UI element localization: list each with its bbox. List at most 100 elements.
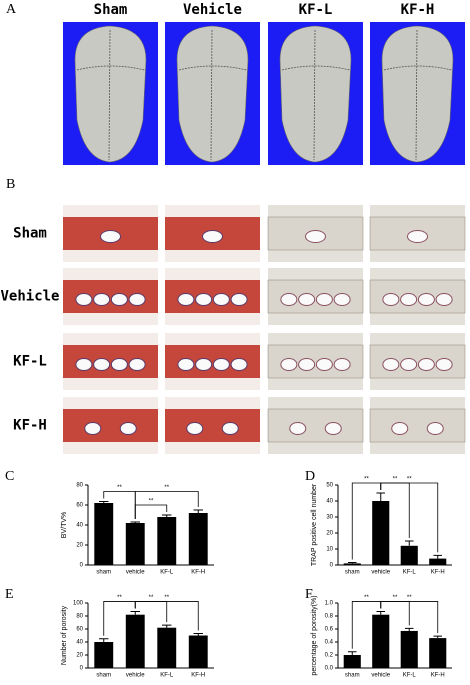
row-label: Sham xyxy=(13,226,47,242)
x-tick-label: KF-H xyxy=(431,570,445,576)
bar xyxy=(343,655,361,668)
cavity xyxy=(333,293,351,306)
panel-label: B xyxy=(6,177,15,192)
cavity xyxy=(100,230,121,243)
x-tick-label: KF-L xyxy=(160,673,174,679)
x-tick-label: KF-H xyxy=(191,570,205,576)
error-bar xyxy=(433,635,443,639)
cavity xyxy=(324,422,342,435)
error-bar xyxy=(99,638,109,642)
panel-label: C xyxy=(5,469,14,484)
x-tick-label: vehicle xyxy=(371,673,390,679)
x-tick-label: sham xyxy=(345,570,360,576)
significance-label: ** xyxy=(117,595,122,601)
y-axis-label: Number of porosity xyxy=(61,605,68,665)
significance-bracket xyxy=(134,601,199,631)
y-tick-label: 0.0 xyxy=(325,666,334,672)
cavity xyxy=(119,422,137,435)
x-tick-label: KF-L xyxy=(403,570,417,576)
bar xyxy=(94,503,114,565)
y-tick-label: 50 xyxy=(326,483,333,489)
significance-label: ** xyxy=(393,595,398,601)
bar xyxy=(188,513,208,565)
bar xyxy=(429,638,447,668)
error-bar xyxy=(162,514,172,517)
skull-image xyxy=(279,25,352,163)
cavity xyxy=(75,358,93,371)
error-bar xyxy=(347,561,357,564)
significance-label: ** xyxy=(164,595,169,601)
error-bar xyxy=(162,624,172,628)
error-bar xyxy=(130,610,140,615)
cavity xyxy=(417,293,435,306)
y-tick-label: 20 xyxy=(326,531,333,537)
x-tick-label: KF-H xyxy=(191,673,205,679)
bone-band xyxy=(165,409,260,442)
error-bar xyxy=(433,554,443,559)
significance-label: ** xyxy=(149,595,154,601)
cavity xyxy=(298,293,316,306)
significance-bracket xyxy=(380,601,439,634)
cavity xyxy=(298,358,316,371)
cavity xyxy=(84,422,102,435)
error-bar xyxy=(193,509,203,513)
bar xyxy=(372,614,390,668)
x-tick-label: vehicle xyxy=(126,673,145,679)
significance-bracket xyxy=(134,504,168,519)
cavity xyxy=(230,358,248,371)
y-tick-label: 0 xyxy=(330,563,334,569)
y-axis-label: percentage of porosity(%) xyxy=(311,595,318,675)
column-label: Sham xyxy=(94,2,128,18)
cavity xyxy=(75,293,93,306)
cavity xyxy=(333,358,351,371)
cavity xyxy=(221,422,239,435)
cavity xyxy=(407,230,428,243)
suture xyxy=(178,29,248,161)
cavity xyxy=(280,358,298,371)
row-label: KF-H xyxy=(13,418,47,434)
column-label: Vehicle xyxy=(183,2,242,18)
error-bar xyxy=(376,610,386,615)
cavity xyxy=(212,293,230,306)
y-tick-label: 20 xyxy=(76,653,83,659)
cavity xyxy=(426,422,444,435)
cavity xyxy=(315,293,333,306)
panel-label: D xyxy=(305,469,315,484)
significance-bracket xyxy=(134,491,199,519)
error-bar xyxy=(99,501,109,503)
significance-label: ** xyxy=(164,485,169,491)
y-tick-label: 30 xyxy=(326,515,333,521)
cavity xyxy=(195,358,213,371)
cavity xyxy=(435,293,453,306)
cavity xyxy=(128,358,146,371)
y-tick-label: 40 xyxy=(76,640,83,646)
significance-label: ** xyxy=(117,485,122,491)
cavity xyxy=(195,293,213,306)
y-tick-label: 0.8 xyxy=(325,614,334,620)
cavity xyxy=(93,293,111,306)
y-tick-label: 100 xyxy=(73,601,84,607)
column-label: KF-L xyxy=(299,2,333,18)
row-label: Vehicle xyxy=(0,289,59,305)
x-tick-label: KF-H xyxy=(431,673,445,679)
cavity xyxy=(202,230,223,243)
y-tick-label: 0.2 xyxy=(325,653,334,659)
x-tick-label: sham xyxy=(96,673,111,679)
bar xyxy=(372,501,390,565)
error-bar xyxy=(347,651,357,655)
error-bar xyxy=(130,521,140,523)
bar xyxy=(343,563,361,565)
cavity xyxy=(93,358,111,371)
panel-label: F xyxy=(305,587,313,602)
cavity xyxy=(400,358,418,371)
cavity xyxy=(382,358,400,371)
y-tick-label: 0 xyxy=(80,563,84,569)
cavity xyxy=(289,422,307,435)
significance-label: ** xyxy=(407,595,412,601)
significance-bracket xyxy=(380,482,439,553)
error-bar xyxy=(193,633,203,636)
error-bar xyxy=(404,540,414,546)
y-tick-label: 80 xyxy=(76,614,83,620)
bar xyxy=(157,517,177,565)
